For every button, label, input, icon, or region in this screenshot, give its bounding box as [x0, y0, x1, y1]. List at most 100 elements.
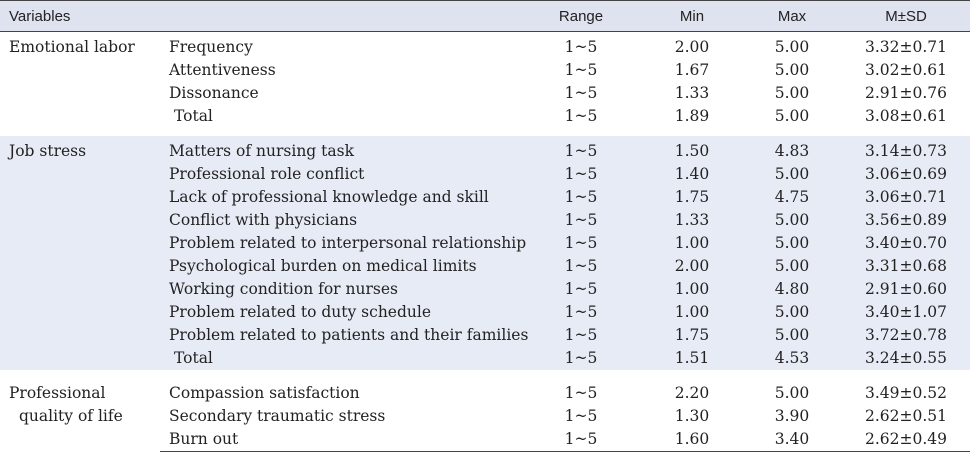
- row-max: 5.00: [742, 163, 843, 186]
- table-row: Secondary traumatic stress 1~5 1.30 3.90…: [0, 405, 970, 428]
- row-item: Matters of nursing task: [160, 136, 521, 163]
- row-max: 5.00: [774, 107, 810, 125]
- header-msd: M±SD: [885, 7, 927, 25]
- row-item: Compassion satisfaction: [169, 384, 360, 402]
- group-label-line1: Professional: [9, 384, 106, 402]
- row-min: 2.00: [642, 255, 743, 278]
- row-msd: 3.08±0.61: [865, 107, 948, 125]
- row-min: 1.75: [642, 324, 743, 347]
- row-min: 1.67: [674, 61, 710, 79]
- row-range: 1~5: [520, 324, 643, 347]
- table-row: Lack of professional knowledge and skill…: [0, 186, 970, 209]
- table-row: Burn out 1~5 1.60 3.40 2.62±0.49: [0, 428, 970, 452]
- row-msd: 3.72±0.78: [842, 324, 970, 347]
- row-item: Psychological burden on medical limits: [160, 255, 521, 278]
- row-max: 5.00: [774, 84, 810, 102]
- row-item: Conflict with physicians: [160, 209, 521, 232]
- row-msd: 3.49±0.52: [865, 384, 948, 402]
- row-max: 5.00: [742, 232, 843, 255]
- row-range: 1~5: [520, 209, 643, 232]
- row-item: Problem related to patients and their fa…: [160, 324, 528, 347]
- row-max: 5.00: [774, 38, 810, 56]
- row-msd: 3.40±1.07: [842, 301, 970, 324]
- row-range: 1~5: [564, 384, 598, 402]
- row-max: 3.90: [774, 407, 810, 425]
- row-max: 5.00: [742, 301, 843, 324]
- row-range: 1~5: [520, 347, 643, 371]
- table-row: Emotional labor Frequency 1~5 2.00 5.00 …: [0, 32, 970, 60]
- row-min: 1.33: [642, 209, 743, 232]
- table-row: Professional quality of life Compassion …: [0, 378, 970, 425]
- table-row: Dissonance 1~5 1.33 5.00 2.91±0.76: [0, 82, 970, 105]
- row-msd: 3.14±0.73: [842, 136, 970, 163]
- row-item-total: Total: [174, 107, 213, 125]
- row-msd: 3.24±0.55: [842, 347, 970, 371]
- row-msd: 2.62±0.49: [842, 428, 970, 452]
- row-item: Secondary traumatic stress: [169, 407, 386, 425]
- table-row: Professional role conflict 1~5 1.40 5.00…: [0, 163, 970, 186]
- row-item: Professional role conflict: [160, 163, 521, 186]
- row-range: 1~5: [564, 407, 598, 425]
- header-min: Min: [679, 7, 705, 25]
- row-min: 1.89: [674, 107, 710, 125]
- row-item: Attentiveness: [169, 61, 276, 79]
- row-msd: 3.06±0.69: [842, 163, 970, 186]
- row-range: 1~5: [520, 278, 643, 301]
- table-row: Job stress Matters of nursing task 1~5 1…: [0, 136, 970, 371]
- row-range: 1~5: [564, 107, 598, 125]
- row-item: Burn out: [160, 428, 521, 452]
- header-variables: Variables: [9, 7, 71, 25]
- row-range: 1~5: [520, 428, 643, 452]
- row-min: 1.33: [674, 84, 710, 102]
- row-min: 2.00: [674, 38, 710, 56]
- row-item: Frequency: [169, 38, 253, 56]
- row-msd: 2.91±0.60: [842, 278, 970, 301]
- group-label-emotional-labor: Emotional labor: [9, 38, 135, 56]
- row-msd: 3.02±0.61: [865, 61, 948, 79]
- table-row: Problem related to interpersonal relatio…: [0, 232, 970, 255]
- row-item: Working condition for nurses: [160, 278, 521, 301]
- row-min: 1.75: [642, 186, 743, 209]
- row-min: 1.00: [642, 278, 743, 301]
- table-row: Problem related to duty schedule 1~5 1.0…: [0, 301, 970, 324]
- row-range: 1~5: [520, 163, 643, 186]
- row-msd: 2.62±0.51: [865, 407, 948, 425]
- row-range: 1~5: [520, 301, 643, 324]
- row-max: 4.83: [742, 136, 843, 163]
- row-item: Lack of professional knowledge and skill: [160, 186, 521, 209]
- row-range: 1~5: [564, 84, 598, 102]
- row-range: 1~5: [564, 38, 598, 56]
- row-min: 1.40: [642, 163, 743, 186]
- row-max: 4.80: [742, 278, 843, 301]
- group-label-job-stress: Job stress: [0, 136, 160, 371]
- table-row-total: Total 1~5 1.89 5.00 3.08±0.61: [0, 105, 970, 129]
- row-range: 1~5: [520, 255, 643, 278]
- row-min: 1.30: [674, 407, 710, 425]
- row-range: 1~5: [520, 186, 643, 209]
- row-item-total: Total: [160, 347, 521, 371]
- table-row: Attentiveness 1~5 1.67 5.00 3.02±0.61: [0, 59, 970, 82]
- row-max: 5.00: [742, 324, 843, 347]
- header-range: Range: [558, 7, 604, 25]
- group-label-professional-quality-of-life: Professional quality of life: [0, 378, 160, 452]
- row-max: 4.53: [742, 347, 843, 371]
- table-row: Problem related to patients and their fa…: [0, 324, 970, 347]
- row-msd: 3.40±0.70: [842, 232, 970, 255]
- table-row: Working condition for nurses 1~5 1.00 4.…: [0, 278, 970, 301]
- row-range: 1~5: [520, 232, 643, 255]
- row-min: 1.00: [642, 301, 743, 324]
- table-row: Conflict with physicians 1~5 1.33 5.00 3…: [0, 209, 970, 232]
- row-min: 2.20: [674, 384, 710, 402]
- row-range: 1~5: [564, 61, 598, 79]
- row-min: 1.00: [642, 232, 743, 255]
- row-msd: 3.06±0.71: [842, 186, 970, 209]
- row-msd: 3.32±0.71: [865, 38, 948, 56]
- row-item: Dissonance: [169, 84, 259, 102]
- row-max: 5.00: [742, 255, 843, 278]
- header-max: Max: [777, 7, 807, 25]
- row-item: Problem related to duty schedule: [160, 301, 521, 324]
- row-max: 5.00: [774, 384, 810, 402]
- row-msd: 3.31±0.68: [842, 255, 970, 278]
- row-msd: 3.56±0.89: [842, 209, 970, 232]
